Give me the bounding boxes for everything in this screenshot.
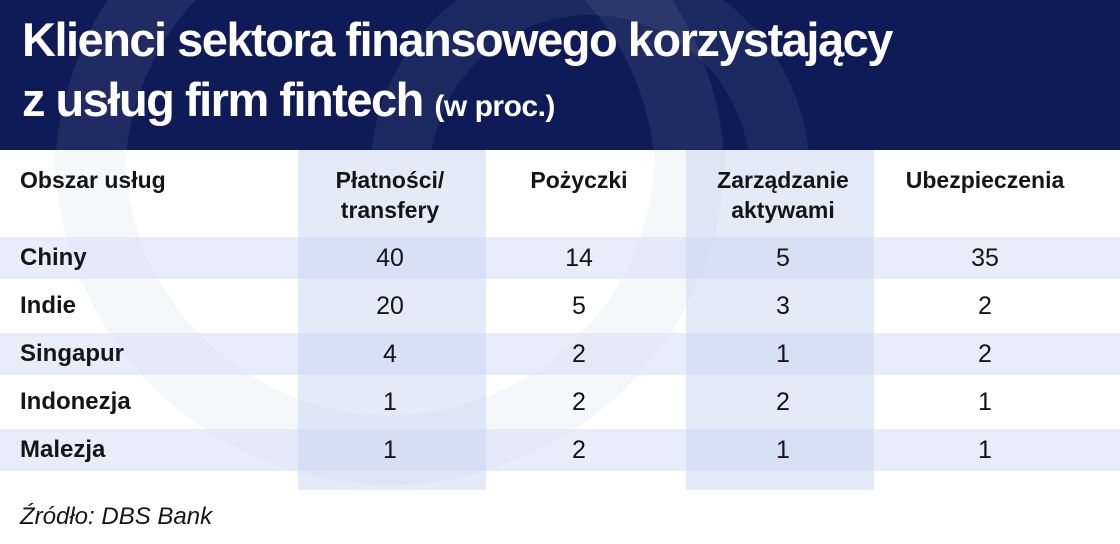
- title-line-2: z usług firm fintech: [22, 73, 424, 126]
- table-cell-value: 5: [776, 244, 790, 272]
- table-cell-value: 40: [376, 244, 404, 272]
- table-cell-value: 4: [383, 340, 397, 368]
- table-cell-value: 3: [776, 292, 790, 320]
- table-cell-value: 2: [572, 340, 586, 368]
- table-cell-value: 2: [572, 388, 586, 416]
- table-cell-value: 1: [383, 388, 397, 416]
- column-highlight: [686, 150, 874, 490]
- table-cell-value: 1: [776, 340, 790, 368]
- table-cell-value: 2: [978, 292, 992, 320]
- row-label: Indie: [20, 292, 77, 319]
- row-band: [0, 333, 1120, 375]
- row-label: Chiny: [20, 244, 87, 271]
- table-cell-value: 2: [978, 340, 992, 368]
- row-label: Malezja: [20, 436, 106, 463]
- page-title: Klienci sektora finansowego korzystający…: [22, 10, 893, 137]
- table-cell-value: 14: [565, 244, 593, 272]
- table-cell-value: 5: [572, 292, 586, 320]
- title-line-1: Klienci sektora finansowego korzystający: [22, 13, 893, 66]
- table-cell-value: 1: [978, 436, 992, 464]
- table-cell-value: 2: [776, 388, 790, 416]
- table-cell-value: 1: [978, 388, 992, 416]
- column-header: Pożyczki: [530, 167, 628, 193]
- table-cell-value: 20: [376, 292, 404, 320]
- row-label: Singapur: [20, 340, 125, 367]
- column-header: Ubezpieczenia: [905, 167, 1065, 193]
- column-header: Zarządzanie aktywami: [717, 167, 849, 223]
- row-band: [0, 429, 1120, 471]
- table-cell-value: 35: [971, 244, 999, 272]
- title-unit: (w proc.): [434, 90, 555, 123]
- column-header: Płatności/ transfery: [335, 167, 445, 223]
- table-cell-value: 1: [776, 436, 790, 464]
- source-note: Źródło: DBS Bank: [20, 503, 213, 530]
- title-banner: Klienci sektora finansowego korzystający…: [0, 0, 1120, 150]
- table-cell-value: 1: [383, 436, 397, 464]
- row-band: [0, 237, 1120, 279]
- column-header-area: Obszar usług: [20, 167, 166, 193]
- column-highlight: [298, 150, 486, 490]
- row-label: Indonezja: [20, 388, 131, 415]
- table-cell-value: 2: [572, 436, 586, 464]
